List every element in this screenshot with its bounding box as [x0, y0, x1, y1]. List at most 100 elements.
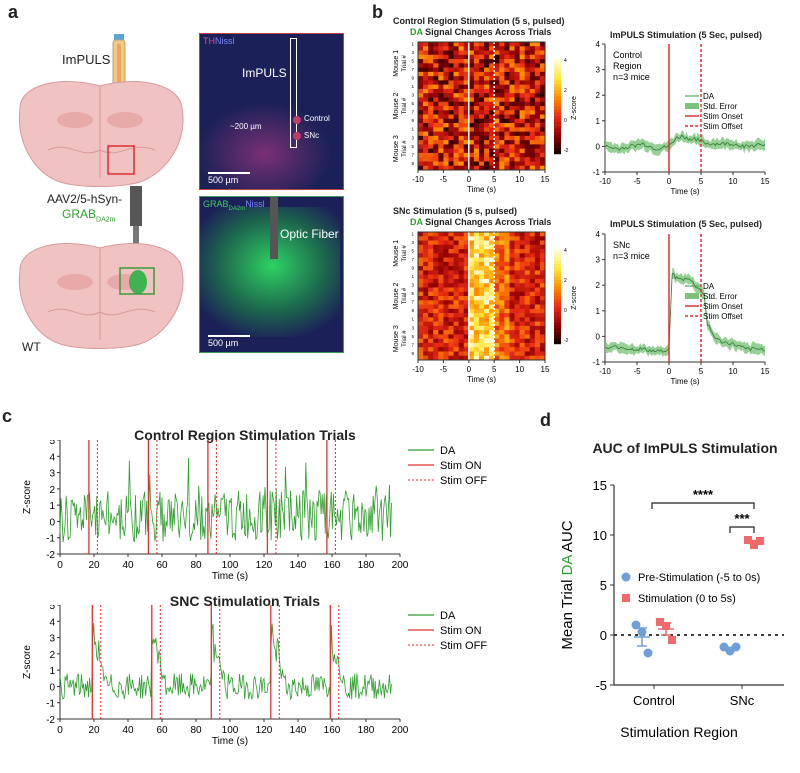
heatmap-cell — [433, 244, 439, 250]
heatmap-cell — [514, 253, 520, 258]
heatmap-cell — [478, 93, 485, 98]
heatmap-cell — [499, 300, 505, 305]
heatmap-cell — [433, 101, 439, 107]
heatmap-cell — [423, 321, 429, 327]
heatmap-cell — [524, 338, 531, 344]
data-point — [662, 622, 670, 630]
colorbar-tick: 0 — [564, 118, 567, 124]
heatmap-cell — [428, 54, 434, 60]
colorbar-cell — [554, 90, 561, 94]
heatmap-cell — [484, 76, 490, 81]
colorbar-cell — [554, 312, 561, 316]
heatmap-cell — [484, 266, 490, 271]
heatmap-cell — [428, 59, 434, 64]
heatmap-cell — [529, 232, 536, 237]
heatmap-cell — [448, 317, 454, 322]
colorbar-cell — [554, 58, 561, 62]
heatmap-cell — [458, 140, 465, 145]
heatmap-cell — [509, 291, 515, 297]
heatmap-cell — [519, 274, 525, 280]
x-tick-label: 15 — [541, 175, 550, 184]
heatmap-cell — [524, 325, 531, 331]
coronal-brain-1-icon — [18, 81, 184, 187]
heatmap-cell — [458, 152, 465, 158]
heatmap-cell — [433, 261, 439, 267]
heatmap-cell — [499, 110, 505, 115]
scalebar-label-2: 500 µm — [208, 338, 239, 348]
heatmap-cell — [484, 330, 490, 335]
heatmap-cell — [473, 296, 480, 301]
heatmap-cell — [458, 80, 465, 85]
heatmap-cell — [463, 355, 470, 361]
heatmap-cell — [448, 97, 454, 103]
heatmap-cell — [499, 84, 505, 90]
heatmap-cell — [539, 110, 546, 115]
heatmap-cell — [433, 236, 439, 241]
heatmap-cell — [534, 80, 541, 85]
heatmap-cell — [463, 257, 470, 263]
heatmap-cell — [453, 157, 459, 162]
heatmap-cell — [524, 291, 531, 297]
heatmap-cell — [463, 144, 470, 149]
x-tick-label: 60 — [156, 560, 168, 571]
heatmap-cell — [484, 283, 490, 288]
sig-bracket-outer — [651, 502, 755, 509]
heatmap-cell — [534, 110, 541, 115]
heatmap-cell — [473, 338, 480, 344]
heatmap-cell — [534, 46, 541, 51]
heatmap-cell — [458, 338, 465, 344]
heatmap-cell — [489, 131, 495, 137]
legend-stim-label: Stimulation (0 to 5s) — [638, 593, 736, 605]
legend-da-label: DA — [440, 610, 456, 622]
panel-d-label: d — [540, 410, 551, 430]
control-site-label: Control — [304, 114, 330, 123]
heatmap-cell — [468, 244, 475, 250]
heatmap-cell — [514, 67, 520, 73]
heatmap-cell — [514, 135, 520, 141]
heatmap-cell — [509, 63, 515, 68]
heatmap-cell — [539, 266, 546, 271]
heatmap-cell — [509, 283, 515, 288]
heatmap-cell — [529, 59, 536, 64]
heatmap-cell — [443, 351, 449, 357]
heatmap-cell — [539, 313, 546, 318]
heatmap-cell — [468, 157, 475, 162]
heatmap-cell — [468, 342, 475, 348]
y-axis-label: Z-score — [22, 645, 33, 679]
heatmap-cell — [438, 157, 444, 162]
heatmap-cell — [509, 152, 515, 158]
y-tick-label: 5 — [600, 578, 607, 593]
y-tick-label: 2 — [49, 650, 55, 661]
distance-label: ~200 µm — [230, 122, 262, 131]
heatmap-cell — [463, 76, 470, 81]
heatmap-cell — [499, 313, 505, 318]
implant-label: ImPULS — [62, 52, 111, 67]
heatmap-cell — [494, 80, 500, 85]
heatmap-cell — [494, 93, 500, 98]
heatmap-cell — [514, 266, 520, 271]
heatmap-cell — [484, 236, 490, 241]
heatmap-cell — [458, 334, 465, 339]
heatmap-cell — [484, 342, 490, 348]
heatmap-cell — [524, 80, 531, 85]
heatmap-cell — [484, 165, 490, 171]
heatmap-cell — [463, 278, 470, 284]
heatmap-cell — [529, 334, 536, 339]
heatmap-cell — [539, 161, 546, 167]
heatmap-cell — [514, 84, 520, 90]
heatmap-cell — [514, 127, 520, 132]
heatmap-cell — [499, 135, 505, 141]
colorbar-cell — [554, 99, 561, 103]
heatmap-cell — [509, 300, 515, 305]
heatmap-cell — [539, 355, 546, 361]
heatmap-cell — [468, 71, 475, 77]
heatmap-cell — [494, 330, 500, 335]
heatmap-cell — [473, 157, 480, 162]
heatmap-cell — [423, 278, 429, 284]
heatmap-cell — [484, 110, 490, 115]
heatmap-cell — [514, 261, 520, 267]
da-mean-line — [604, 273, 766, 353]
heatmap-cell — [418, 118, 424, 124]
